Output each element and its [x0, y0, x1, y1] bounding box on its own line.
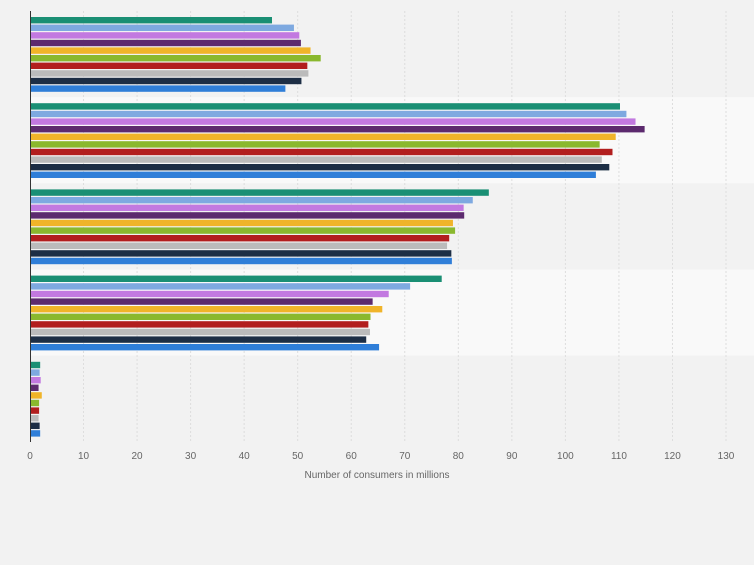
bar[interactable] [30, 321, 369, 328]
bar[interactable] [30, 415, 39, 422]
x-axis-label: Number of consumers in millions [304, 470, 449, 481]
bar[interactable] [30, 275, 442, 282]
bar[interactable] [30, 55, 321, 62]
bar[interactable] [30, 141, 600, 148]
bar[interactable] [30, 344, 380, 351]
bar[interactable] [30, 212, 465, 219]
bar[interactable] [30, 24, 294, 31]
bar[interactable] [30, 118, 636, 125]
bar[interactable] [30, 77, 302, 85]
x-tick-label: 90 [506, 451, 518, 462]
bar[interactable] [30, 197, 473, 204]
x-tick-label: 0 [27, 451, 33, 462]
bar[interactable] [30, 369, 40, 376]
bar[interactable] [30, 430, 41, 437]
bar[interactable] [30, 156, 602, 163]
bar[interactable] [30, 392, 42, 399]
x-tick-label: 10 [78, 451, 90, 462]
group-band [30, 97, 754, 184]
bar[interactable] [30, 298, 373, 305]
group-band [30, 355, 754, 442]
x-tick-labels: 0 10 20 30 40 50 60 70 80 90 100 110 120 130 [27, 451, 735, 462]
bar[interactable] [30, 422, 40, 429]
bar[interactable] [30, 17, 272, 24]
x-tick-label: 60 [346, 451, 358, 462]
group-band [30, 11, 754, 98]
bar[interactable] [30, 283, 411, 290]
bar[interactable] [30, 227, 456, 234]
bar[interactable] [30, 242, 448, 249]
bar[interactable] [30, 328, 370, 336]
bar[interactable] [30, 257, 452, 265]
bar[interactable] [30, 361, 41, 369]
x-tick-label: 20 [132, 451, 144, 462]
bar[interactable] [30, 110, 627, 118]
bar[interactable] [30, 62, 308, 69]
bar[interactable] [30, 306, 383, 313]
bar[interactable] [30, 384, 39, 391]
bar[interactable] [30, 290, 389, 298]
bar[interactable] [30, 235, 450, 242]
bar[interactable] [30, 39, 301, 47]
bar[interactable] [30, 164, 610, 171]
bar[interactable] [30, 85, 286, 92]
x-tick-label: 30 [185, 451, 197, 462]
bar[interactable] [30, 204, 464, 211]
bar[interactable] [30, 399, 40, 407]
group-band [30, 183, 754, 270]
bar[interactable] [30, 32, 300, 39]
bar[interactable] [30, 70, 309, 77]
bar[interactable] [30, 377, 41, 384]
bar[interactable] [30, 126, 645, 133]
bars [30, 17, 645, 437]
bar[interactable] [30, 148, 613, 156]
x-tick-label: 110 [611, 451, 627, 462]
x-tick-label: 50 [292, 451, 304, 462]
bar[interactable] [30, 250, 452, 257]
bar[interactable] [30, 219, 453, 227]
bar[interactable] [30, 313, 371, 320]
x-tick-label: 120 [664, 451, 681, 462]
bar[interactable] [30, 47, 311, 54]
x-tick-label: 130 [718, 451, 735, 462]
bar[interactable] [30, 103, 620, 110]
x-tick-label: 100 [557, 451, 574, 462]
x-tick-label: 70 [399, 451, 411, 462]
bar[interactable] [30, 171, 596, 178]
group-band [30, 269, 754, 356]
bar[interactable] [30, 189, 489, 196]
bar[interactable] [30, 407, 40, 414]
x-tick-label: 40 [239, 451, 251, 462]
bar[interactable] [30, 133, 616, 140]
x-tick-label: 80 [453, 451, 465, 462]
bar[interactable] [30, 336, 367, 343]
